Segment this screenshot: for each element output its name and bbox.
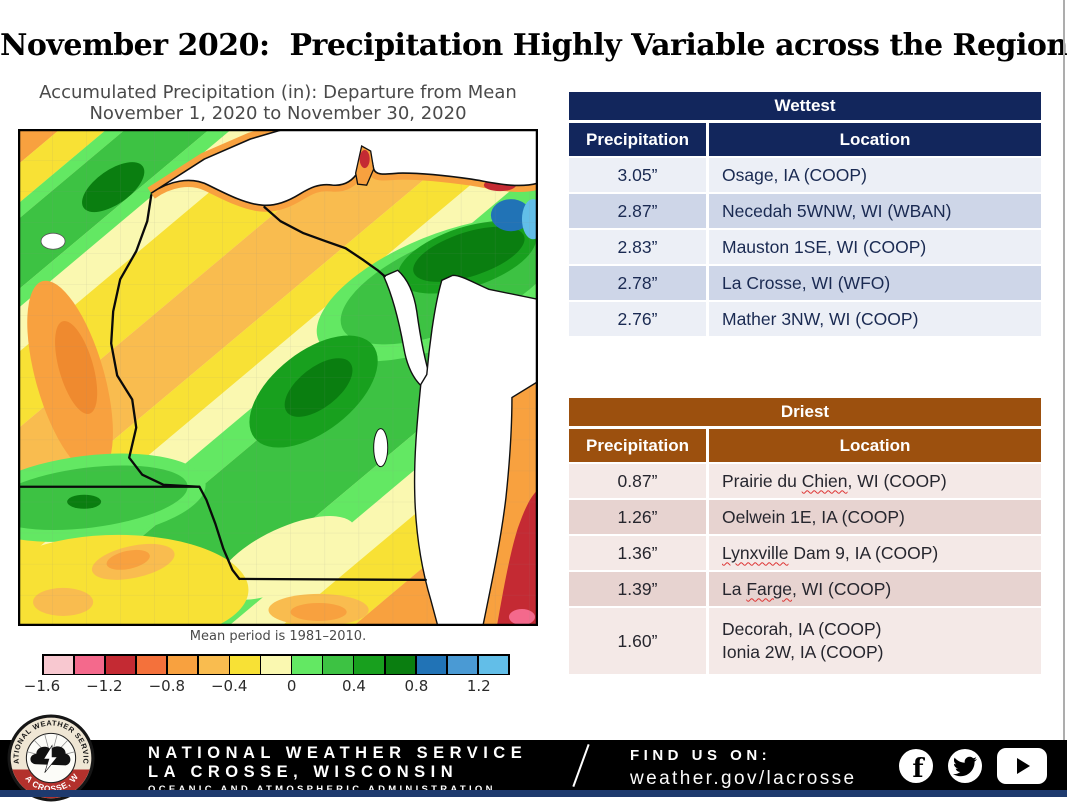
social-icons: f xyxy=(898,747,1048,785)
colorbar-tick-label: 0 xyxy=(286,677,297,695)
table-row: 0.87” Prairie du Chien, WI (COOP) xyxy=(569,464,1041,498)
find-us-label: FIND US ON: xyxy=(630,747,772,764)
footer-org-block: NATIONAL WEATHER SERVICE LA CROSSE, WISC… xyxy=(148,744,527,795)
location-value: Mauston 1SE, WI (COOP) xyxy=(709,230,1041,264)
facebook-icon: f xyxy=(899,749,933,784)
precipitation-value: 1.36” xyxy=(569,536,706,570)
map-heading-line2: November 1, 2020 to November 30, 2020 xyxy=(89,103,467,124)
mean-period-note: Mean period is 1981–2010. xyxy=(189,629,367,644)
footer-accent-strip xyxy=(0,790,1067,797)
precip-departure-map: (C) Midwestern Regional Climate Center xyxy=(18,129,538,626)
location-value: Lynxville Dam 9, IA (COOP) xyxy=(709,536,1041,570)
driest-table-title: Driest xyxy=(569,398,1041,426)
colorbar-segment xyxy=(43,655,74,674)
colorbar-segment xyxy=(354,655,385,674)
colorbar-segment xyxy=(416,655,447,674)
colorbar-segment xyxy=(74,655,105,674)
map-heading-line1: Accumulated Precipitation (in): Departur… xyxy=(39,82,517,103)
footer-find-us-block: FIND US ON: weather.gov/lacrosse xyxy=(630,747,857,790)
table-row: 1.36” Lynxville Dam 9, IA (COOP) xyxy=(569,536,1041,570)
precipitation-value: 1.26” xyxy=(569,500,706,534)
colorbar-segment xyxy=(198,655,229,674)
column-header-location: Location xyxy=(709,123,1041,156)
spellcheck-underline: Lynxville xyxy=(722,542,789,563)
driest-table: Driest Precipitation Location 0.87” Prair… xyxy=(569,398,1041,676)
map-heading: Accumulated Precipitation (in): Departur… xyxy=(14,82,542,124)
table-row: 1.60” Decorah, IA (COOP) Ionia 2W, IA (COO… xyxy=(569,608,1041,674)
colorbar-segment xyxy=(136,655,167,674)
spellcheck-underline: Farge xyxy=(746,578,793,599)
precipitation-value: 2.76” xyxy=(569,302,706,336)
wettest-table-title: Wettest xyxy=(569,92,1041,120)
colorbar xyxy=(42,654,510,675)
footer-org-line1: NATIONAL WEATHER SERVICE xyxy=(148,744,528,762)
colorbar-labels: −1.6 −1.2 −0.8 −0.4 0 0.4 0.8 1.2 xyxy=(24,677,510,697)
colorbar-segment xyxy=(230,655,260,674)
precipitation-value: 2.83” xyxy=(569,230,706,264)
colorbar-tick-label: 0.4 xyxy=(342,677,366,695)
svg-text:f: f xyxy=(912,754,925,784)
location-value: Oelwein 1E, IA (COOP) xyxy=(709,500,1041,534)
precipitation-value: 0.87” xyxy=(569,464,706,498)
wettest-table-body: 3.05” Osage, IA (COOP) 2.87” Necedah 5WNW, … xyxy=(569,158,1041,336)
slide-edge-divider xyxy=(1063,0,1065,740)
table-row: 2.78” La Crosse, WI (WFO) xyxy=(569,266,1041,300)
colorbar-segment xyxy=(447,655,478,674)
wettest-table: Wettest Precipitation Location 3.05” Osag… xyxy=(569,92,1041,338)
precipitation-value: 1.39” xyxy=(569,572,706,606)
colorbar-tick-label: −1.6 xyxy=(23,677,61,695)
spellcheck-underline: Chien xyxy=(801,470,848,491)
location-value: La Crosse, WI (WFO) xyxy=(709,266,1041,300)
twitter-icon xyxy=(948,749,982,783)
colorbar-tick-label: −1.2 xyxy=(86,677,123,695)
precipitation-value: 3.05” xyxy=(569,158,706,192)
location-value: La Farge, WI (COOP) xyxy=(709,572,1041,606)
location-value: Decorah, IA (COOP) Ionia 2W, IA (COOP) xyxy=(709,608,1041,674)
precipitation-value: 2.87” xyxy=(569,194,706,228)
lightning-icon xyxy=(43,744,58,773)
colorbar-tick-label: 1.2 xyxy=(466,677,491,695)
driest-table-body: 0.87” Prairie du Chien, WI (COOP) 1.26” Oel… xyxy=(569,464,1041,674)
colorbar-tick-label: −0.4 xyxy=(210,677,248,695)
colorbar-segment xyxy=(323,655,353,674)
footer-divider-slash xyxy=(572,744,590,787)
column-header-location: Location xyxy=(709,429,1041,462)
driest-column-headers: Precipitation Location xyxy=(569,429,1041,462)
table-row: 2.87” Necedah 5WNW, WI (WBAN) xyxy=(569,194,1041,228)
footer-org-line3: OCEANIC AND ATMOSPHERIC ADMINISTRATION xyxy=(148,784,527,795)
website-url: weather.gov/lacrosse xyxy=(630,768,857,789)
precipitation-value: 1.60” xyxy=(569,608,706,674)
column-header-precipitation: Precipitation xyxy=(569,429,706,462)
colorbar-segment xyxy=(478,655,509,674)
precipitation-value: 2.78” xyxy=(569,266,706,300)
table-row: 1.26” Oelwein 1E, IA (COOP) xyxy=(569,500,1041,534)
wettest-column-headers: Precipitation Location xyxy=(569,123,1041,156)
location-value: Osage, IA (COOP) xyxy=(709,158,1041,192)
table-row: 2.76” Mather 3NW, WI (COOP) xyxy=(569,302,1041,336)
colorbar-tick-label: 0.8 xyxy=(404,677,429,695)
location-value: Prairie du Chien, WI (COOP) xyxy=(709,464,1041,498)
table-row: 3.05” Osage, IA (COOP) xyxy=(569,158,1041,192)
footer-org-line2: LA CROSSE, WISCONSIN xyxy=(148,763,459,781)
map-frame xyxy=(18,129,538,626)
column-header-precipitation: Precipitation xyxy=(569,123,706,156)
colorbar-tick-label: −0.8 xyxy=(148,677,186,695)
table-row: 1.39” La Farge, WI (COOP) xyxy=(569,572,1041,606)
colorbar-segment xyxy=(261,655,291,674)
slide-title: November 2020: Precipitation Highly Vari… xyxy=(0,28,1067,64)
colorbar-segment xyxy=(385,655,416,674)
colorbar-segment xyxy=(105,655,136,674)
footer-bar: NATIONAL WEATHER SERVICE LA CROSSE, WI N… xyxy=(0,714,1067,802)
colorbar-segment xyxy=(292,655,322,674)
youtube-icon xyxy=(997,748,1047,784)
colorbar-segment xyxy=(167,655,198,674)
location-value: Necedah 5WNW, WI (WBAN) xyxy=(709,194,1041,228)
location-value: Mather 3NW, WI (COOP) xyxy=(709,302,1041,336)
nws-lacrosse-logo: NATIONAL WEATHER SERVICE LA CROSSE, WI xyxy=(7,714,95,802)
table-row: 2.83” Mauston 1SE, WI (COOP) xyxy=(569,230,1041,264)
